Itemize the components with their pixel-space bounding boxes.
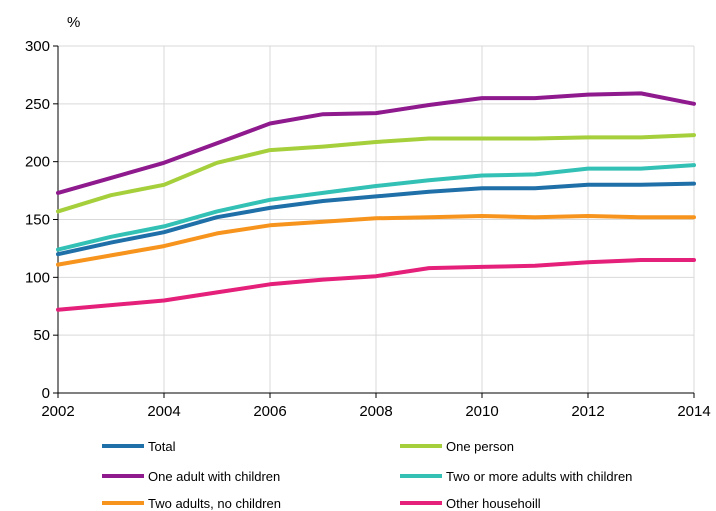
legend-label: Two adults, no children — [148, 496, 281, 511]
grid — [57, 45, 695, 393]
x-tick-label: 2004 — [147, 403, 180, 420]
y-tick-label: 250 — [25, 96, 50, 113]
x-tick-label: 2014 — [677, 403, 710, 420]
series-line-4 — [56, 214, 696, 267]
series-line-3 — [56, 163, 696, 252]
axes — [53, 45, 695, 398]
x-tick-label: 2012 — [571, 403, 604, 420]
series-lines — [56, 91, 696, 312]
legend-label: Two or more adults with children — [446, 469, 632, 484]
legend-label: Other househoill — [446, 496, 541, 511]
series-line-5 — [56, 258, 696, 312]
x-tick-label: 2006 — [253, 403, 286, 420]
y-unit-label: % — [67, 14, 80, 31]
x-tick-label: 2010 — [465, 403, 498, 420]
y-tick-label: 150 — [25, 212, 50, 229]
tick-labels: 0 50 100 150 200 250 300 2002 2004 2006 2008 2010 20… — [25, 38, 711, 420]
y-tick-label: 300 — [25, 38, 50, 55]
legend-label: One person — [446, 439, 514, 454]
series-line-0 — [56, 181, 696, 257]
y-tick-label: 200 — [25, 154, 50, 171]
y-tick-label: 50 — [33, 327, 50, 344]
series-line-1 — [56, 133, 696, 214]
x-tick-label: 2002 — [41, 403, 74, 420]
legend-label: One adult with children — [148, 469, 280, 484]
x-tick-label: 2008 — [359, 403, 392, 420]
y-tick-label: 0 — [42, 385, 50, 402]
legend: Total One person One adult with children Tw… — [102, 439, 632, 511]
legend-label: Total — [148, 439, 176, 454]
y-tick-label: 100 — [25, 269, 50, 286]
series-line-2 — [56, 91, 696, 195]
